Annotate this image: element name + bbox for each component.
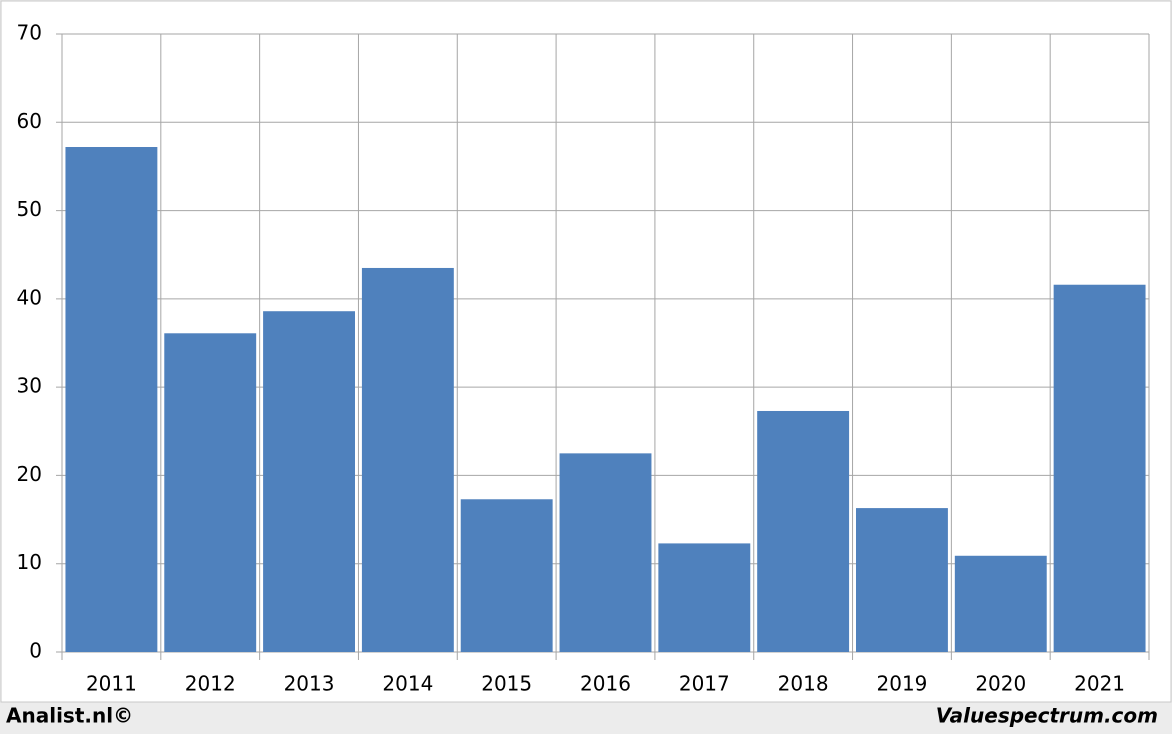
y-tick-label: 60 [17,109,42,133]
x-tick-label: 2011 [86,672,137,696]
y-tick-label: 40 [17,285,42,309]
x-tick-label: 2014 [382,672,433,696]
bar [1053,284,1146,652]
y-tick-label: 0 [29,639,42,663]
bar [361,267,454,652]
bar [856,508,948,652]
x-tick-label: 2013 [284,672,335,696]
bar [164,333,257,652]
bar [757,410,850,652]
y-tick-label: 10 [17,550,42,574]
bar [65,147,158,652]
bar [954,555,1047,652]
bar [263,311,355,652]
x-tick-label: 2016 [580,672,631,696]
y-tick-label: 20 [17,462,42,486]
x-tick-label: 2018 [778,672,829,696]
bar [559,453,652,652]
footer-left: Analist.nl© [6,704,133,728]
bar [658,543,751,652]
bar [460,499,553,652]
x-tick-label: 2017 [679,672,730,696]
x-tick-label: 2020 [975,672,1026,696]
x-tick-label: 2019 [877,672,928,696]
x-tick-label: 2012 [185,672,236,696]
x-tick-label: 2021 [1074,672,1125,696]
y-tick-label: 50 [17,197,42,221]
y-tick-label: 70 [17,21,42,45]
footer-right: Valuespectrum.com [936,704,1158,728]
y-tick-label: 30 [17,374,42,398]
x-tick-label: 2015 [481,672,532,696]
